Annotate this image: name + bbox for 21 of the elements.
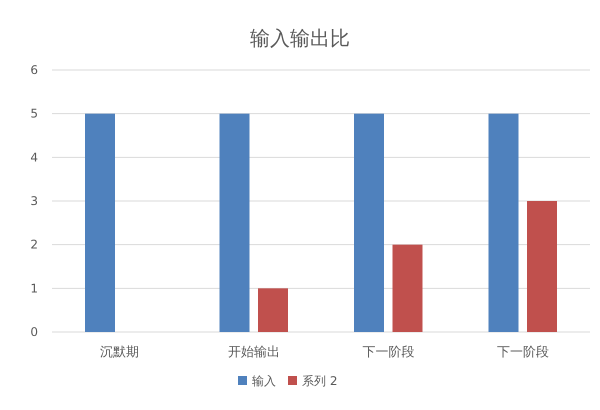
bar	[354, 114, 384, 332]
bar	[392, 244, 422, 332]
x-tick-label: 下一阶段	[362, 345, 414, 360]
y-tick-label: 0	[30, 325, 38, 339]
bar	[527, 201, 557, 332]
legend-label: 系列 2	[302, 374, 338, 388]
bar	[258, 288, 288, 332]
x-tick-label: 下一阶段	[496, 345, 549, 360]
y-tick-label: 3	[30, 194, 38, 208]
y-tick-label: 4	[30, 150, 38, 164]
y-tick-label: 5	[30, 106, 38, 121]
x-tick-label: 沉默期	[100, 345, 139, 360]
y-tick-label: 2	[30, 238, 38, 252]
bar	[488, 114, 518, 332]
bar	[220, 114, 250, 332]
chart-title: 输入输出比	[250, 26, 350, 50]
y-tick-label: 6	[30, 63, 38, 77]
legend-label: 输入	[252, 374, 276, 388]
y-tick-label: 1	[30, 281, 38, 296]
bar	[85, 114, 115, 332]
x-tick-label: 开始输出	[228, 345, 280, 360]
